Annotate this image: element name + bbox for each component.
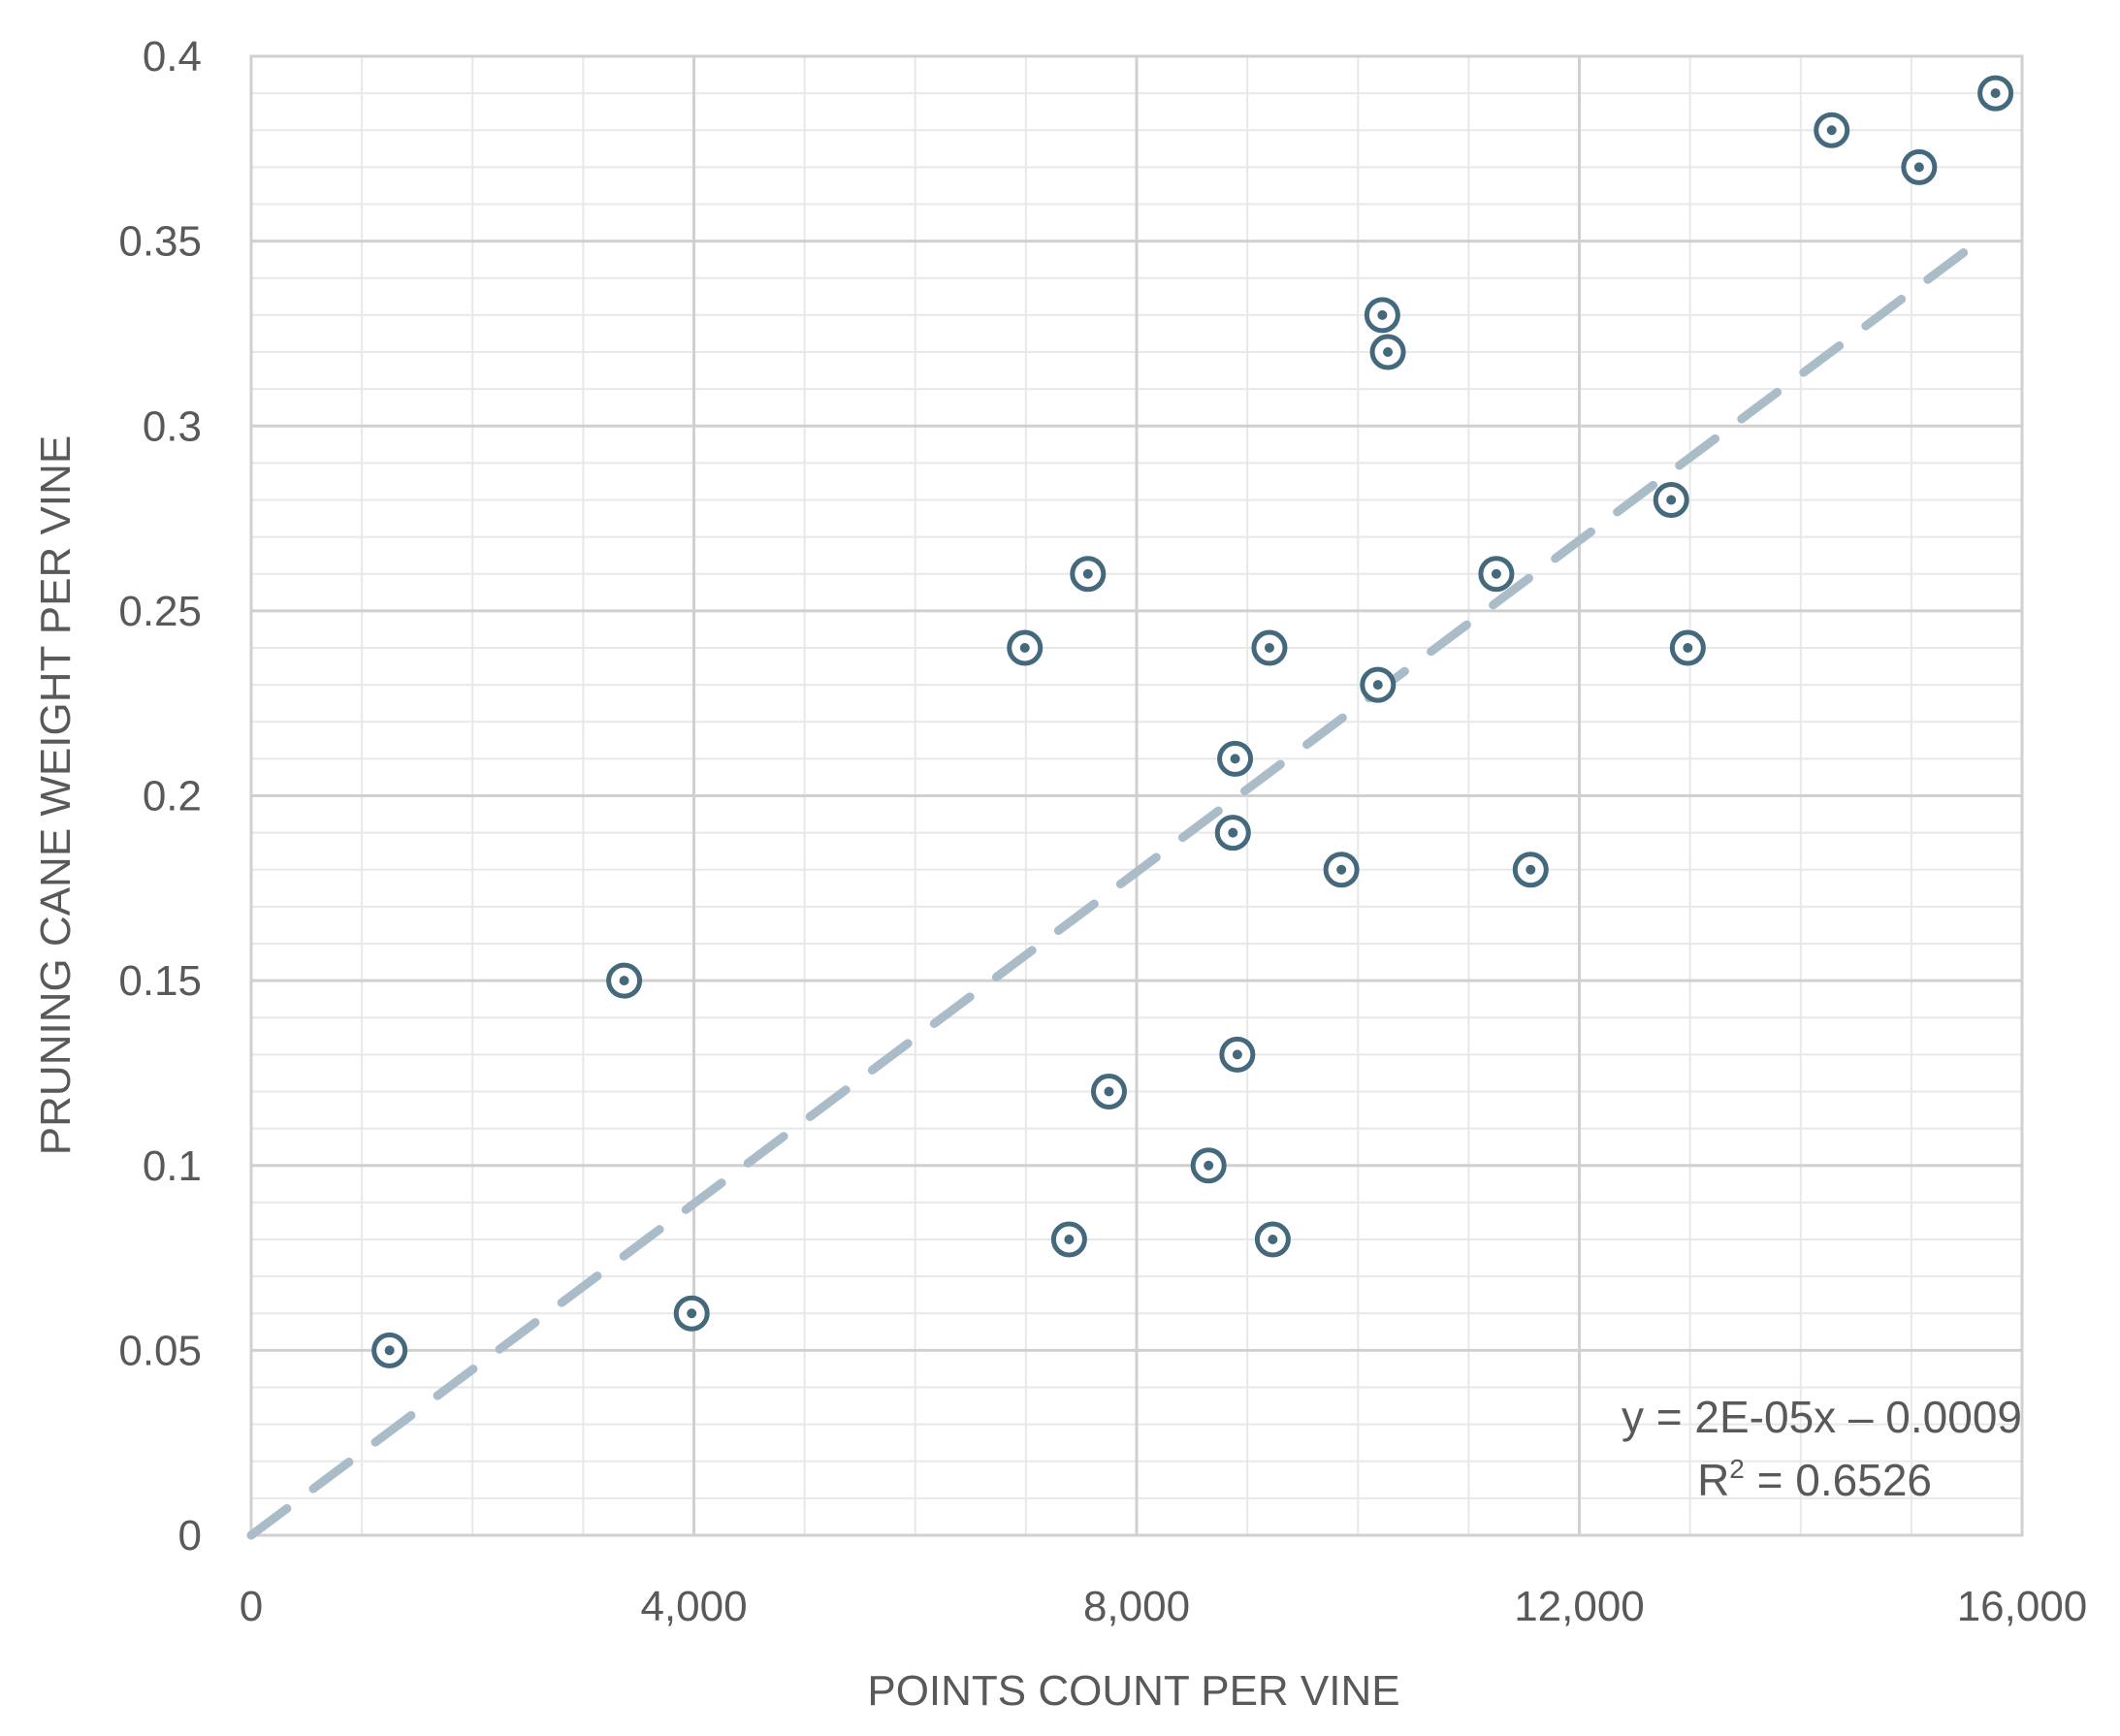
data-point-center <box>1336 864 1347 875</box>
data-point-center <box>687 1308 697 1319</box>
y-axis-title: PRUNING CANE WEIGHT PER VINE <box>32 435 80 1155</box>
data-point-center <box>1990 88 2001 99</box>
y-tick-label: 0.35 <box>118 218 202 266</box>
data-point <box>1070 556 1107 593</box>
data-point <box>1219 1036 1256 1073</box>
data-point-center <box>1228 827 1238 838</box>
data-point <box>1050 1221 1087 1258</box>
x-tick-label: 12,000 <box>1514 1583 1645 1630</box>
y-tick-label: 0.3 <box>143 402 202 450</box>
r-squared-superscript: 2 <box>1729 1454 1745 1484</box>
y-tick-label: 0.15 <box>118 957 202 1005</box>
data-point <box>1007 629 1044 666</box>
data-point <box>1251 629 1288 666</box>
data-point <box>1653 482 1689 518</box>
y-tick-label: 0.1 <box>143 1142 202 1190</box>
y-tick-label: 0.2 <box>143 773 202 820</box>
data-point <box>1360 666 1397 703</box>
data-point <box>1512 852 1549 888</box>
data-point <box>1254 1221 1291 1258</box>
data-point-center <box>1377 309 1388 320</box>
data-point-center <box>1268 1235 1278 1244</box>
plot-border <box>249 54 2024 1537</box>
data-point <box>1814 112 1850 148</box>
data-point <box>1977 75 2014 112</box>
r-squared-prefix: R <box>1697 1455 1729 1505</box>
data-point-center <box>1264 643 1274 653</box>
plot-area-frame <box>249 54 2024 1537</box>
x-tick-label: 0 <box>240 1583 263 1630</box>
x-tick-label: 4,000 <box>640 1583 747 1630</box>
data-point <box>1217 740 1254 777</box>
data-point-center <box>1683 643 1693 653</box>
linear-trendline <box>246 229 1994 1540</box>
x-axis-tick-labels: 0 4,000 8,000 12,000 16,000 <box>240 1583 2088 1630</box>
trendline-equation: y = 2E-05x – 0.0009 <box>1622 1392 2022 1442</box>
data-point-center <box>1082 568 1093 579</box>
data-point <box>606 962 643 999</box>
data-point-center <box>1372 680 1383 691</box>
data-point <box>1364 297 1400 334</box>
data-point-center <box>1826 125 1837 136</box>
y-tick-label: 0.25 <box>118 588 202 635</box>
data-point-center <box>1230 754 1240 764</box>
data-point-center <box>619 976 629 986</box>
data-point-center <box>1666 495 1677 505</box>
trendline-r-squared: R2 = 0.6526 <box>1697 1454 1932 1505</box>
data-point <box>371 1332 408 1368</box>
data-point <box>1669 629 1706 666</box>
data-point <box>673 1295 710 1332</box>
x-tick-label: 8,000 <box>1083 1583 1190 1630</box>
data-point <box>1090 1074 1127 1109</box>
data-point <box>1901 148 1938 185</box>
data-point <box>1214 815 1251 852</box>
trendline-layer <box>246 229 1994 1540</box>
data-point-center <box>1913 162 1924 173</box>
y-tick-label: 0.05 <box>118 1327 202 1374</box>
y-tick-label: 0.4 <box>143 33 202 80</box>
data-point <box>1369 334 1406 370</box>
data-points <box>371 75 2014 1368</box>
data-point-center <box>1064 1235 1075 1244</box>
r-squared-value: = 0.6526 <box>1745 1455 1932 1505</box>
data-point <box>1190 1147 1227 1184</box>
data-point-center <box>1491 568 1501 579</box>
data-point-center <box>1204 1160 1214 1171</box>
data-point-center <box>384 1345 395 1356</box>
data-point-center <box>1104 1086 1114 1097</box>
data-point <box>1478 556 1515 593</box>
y-tick-label: 0 <box>178 1512 202 1559</box>
x-tick-label: 16,000 <box>1957 1583 2088 1630</box>
data-point-center <box>1232 1049 1242 1060</box>
x-axis-title: POINTS COUNT PER VINE <box>867 1667 1399 1715</box>
data-point-center <box>1383 347 1394 357</box>
data-point-center <box>1019 643 1030 653</box>
data-point <box>1323 852 1360 888</box>
data-point-center <box>1526 864 1536 875</box>
y-axis-tick-labels: 0 0.05 0.1 0.15 0.2 0.25 0.3 0.35 0.4 <box>118 33 202 1559</box>
